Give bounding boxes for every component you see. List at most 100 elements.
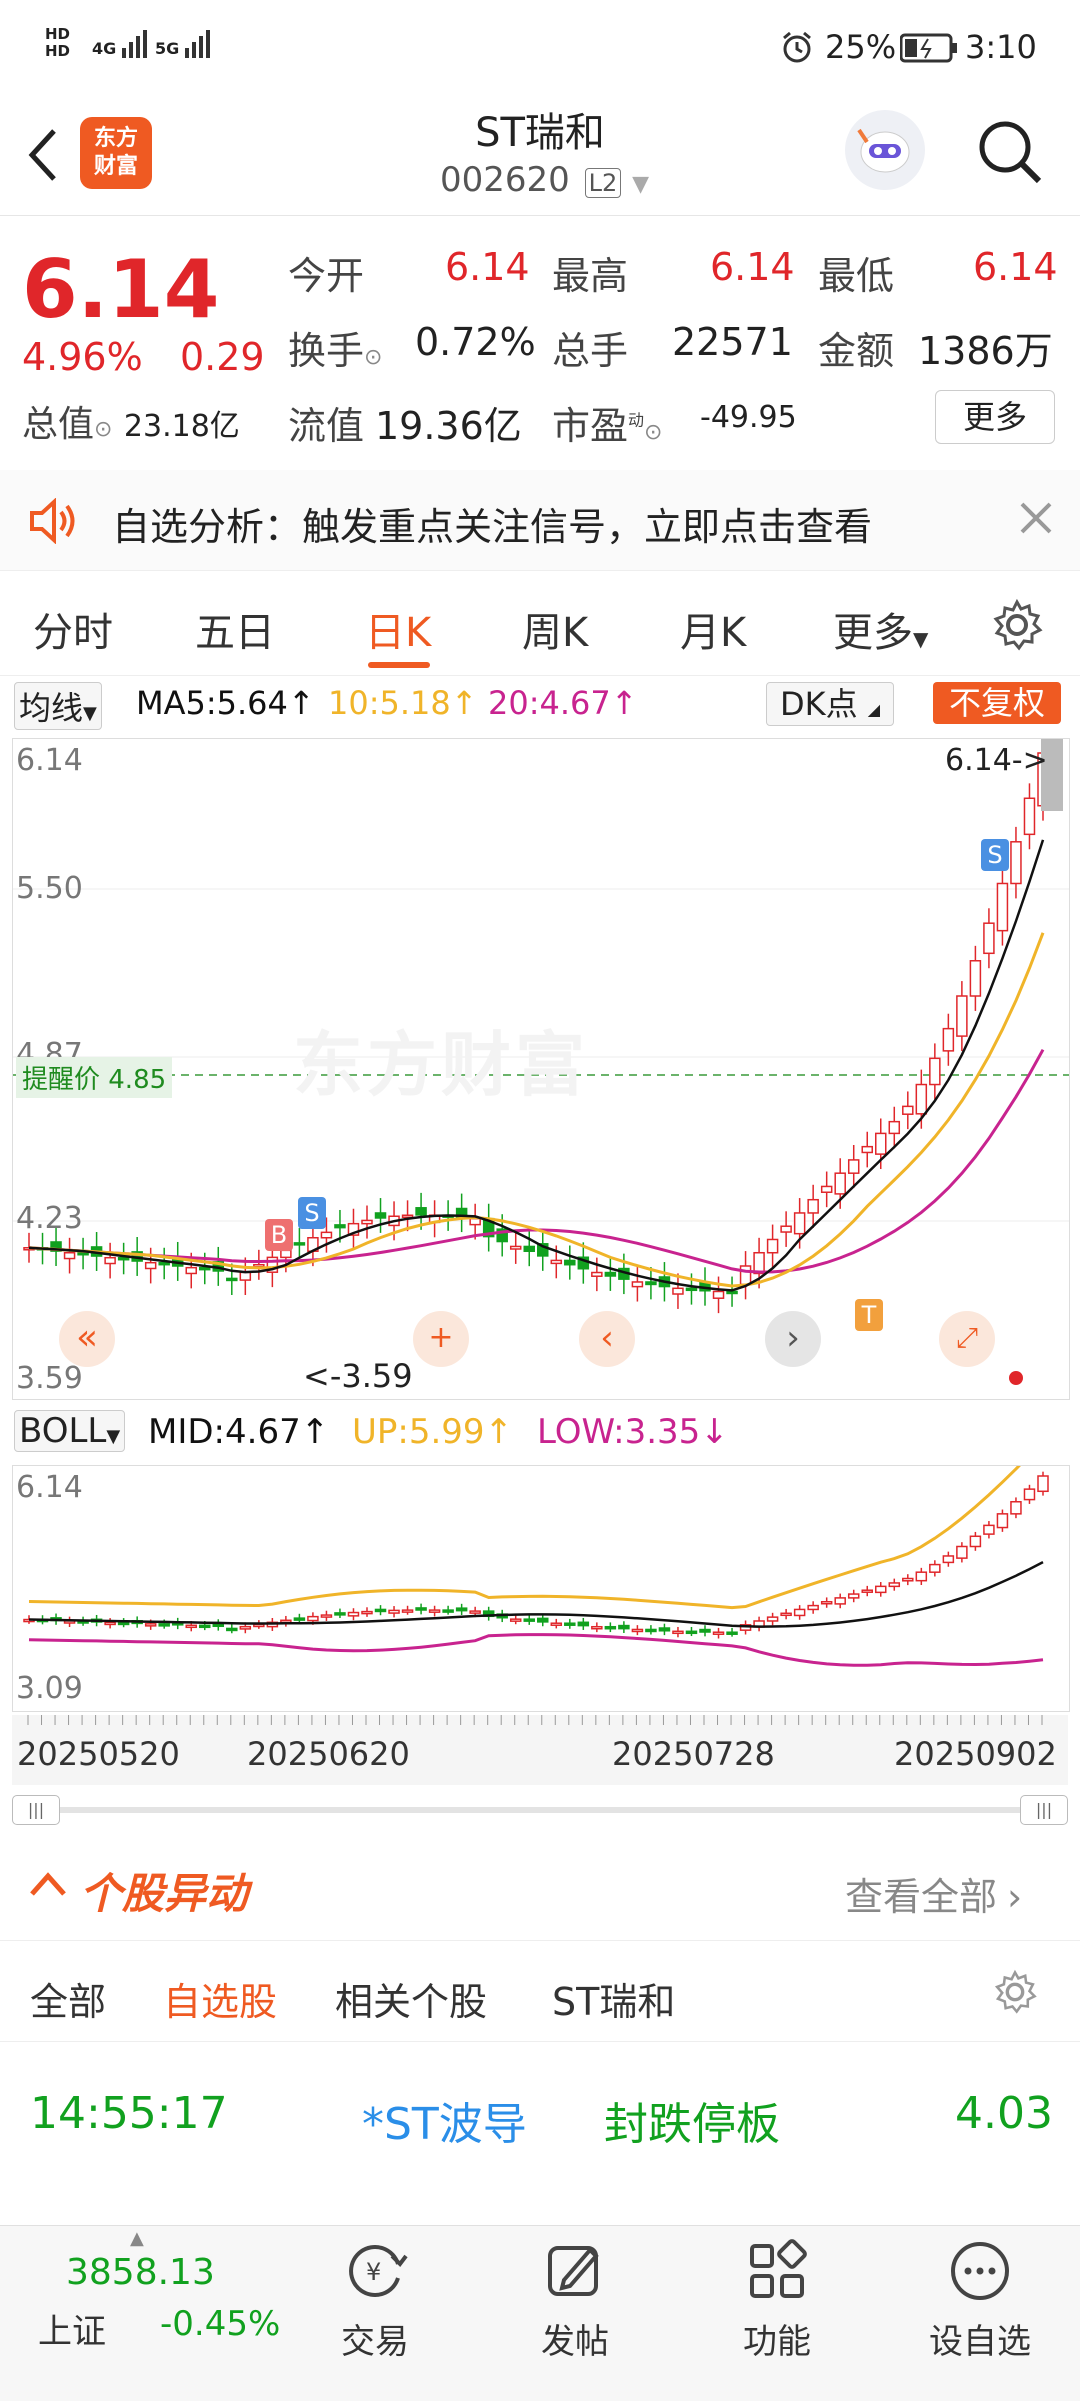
trade-button[interactable]: ¥ 交易 [300,2236,450,2363]
candle [1010,1501,1022,1515]
y-label-top: 6.14 [16,743,83,778]
fullscreen-icon[interactable]: ⤢ [939,1311,995,1367]
tab-intraday[interactable]: 分时 [33,610,113,656]
ma10-value: 10:5.18↑ [328,684,478,722]
alert-price-label[interactable]: 提醒价 4.85 [16,1057,173,1098]
range-scroller[interactable]: ||| ||| [12,1795,1068,1825]
stock-code-selector[interactable]: 002620 L2 ▼ [440,160,649,200]
candle [509,1618,522,1622]
candle [631,1628,644,1633]
notice-bar[interactable]: 自选分析：触发重点关注信号，立即点击查看 [0,470,1080,571]
t-marker[interactable]: T [855,1299,883,1331]
tab-monthly-k[interactable]: 月K [680,610,747,656]
y-label-550: 5.50 [16,871,83,906]
scroll-left-icon[interactable]: ‹ [579,1311,635,1367]
boll-mid-line [28,1560,1044,1628]
candle [726,1290,738,1295]
back-icon[interactable] [22,125,62,189]
candle [1010,841,1022,885]
high-value: 6.14 [710,245,795,289]
scroll-left-fast-icon[interactable]: « [59,1311,115,1367]
market-cap-value: 23.18亿 [123,409,240,444]
index-change: -0.45% [160,2304,281,2344]
info-icon: ⊙ [364,345,383,370]
candle [645,1281,657,1286]
chevron-up-icon[interactable] [28,1868,68,1902]
ma-indicator-row: 均线▼ MA5:5.64↑ 10:5.18↑ 20:4.67↑ DK点 ◢ 不复… [0,680,1080,730]
change-percent: 4.96% [22,335,143,379]
candle [307,1615,319,1622]
gear-icon[interactable] [990,598,1044,656]
high-label: 最高 [552,254,629,298]
tab-weekly-k[interactable]: 周K [522,610,589,656]
scroller-left-handle[interactable]: ||| [12,1795,60,1825]
candle [415,1607,427,1611]
tab-daily-k[interactable]: 日K [365,610,432,656]
chart-tabs: 分时 五日 日K 周K 月K 更多▼ [0,570,1080,676]
boll-plot [23,1466,1049,1667]
kline-chart[interactable]: 东方财富 6.14 5.50 4.87 4.23 3.59 6.14-> 提醒价… [12,738,1070,1400]
dk-point-button[interactable]: DK点 ◢ [766,682,894,726]
sell-marker[interactable]: S [298,1197,326,1229]
candle [266,1256,279,1273]
index-ticker[interactable]: ▲ 3858.13 上证 -0.45% [0,2226,280,2401]
tab-more[interactable]: 更多▼ [833,600,928,658]
boll-chart[interactable]: 6.14 3.09 [12,1465,1070,1712]
candle [496,1228,508,1243]
candle [807,1198,819,1214]
buy-marker[interactable]: B [265,1219,293,1251]
movement-tab-stock[interactable]: ST瑞和 [552,1980,676,2024]
caret-down-icon: ▼ [913,627,929,651]
ma-select[interactable]: 均线▼ [14,682,102,730]
view-all-link[interactable]: 查看全部 › [845,1866,1022,1921]
candle [861,1589,873,1593]
add-watchlist-button[interactable]: 设自选 [905,2236,1055,2363]
ma-select-label: 均线 [19,689,84,727]
movement-tab-all[interactable]: 全部 [30,1980,107,2024]
hd-indicator: HD HD [45,25,71,60]
adjust-mode-button[interactable]: 不复权 [933,682,1061,724]
movement-row[interactable]: 14:55:17 *ST波导 封跌停板 4.03 [0,2050,1080,2170]
candle [766,1616,779,1622]
candle [401,1609,414,1613]
assistant-robot-icon[interactable] [845,110,925,190]
last-price-tag: 6.14-> [945,743,1048,778]
add-watchlist-label: 设自选 [929,2322,1031,2362]
movement-tab-related[interactable]: 相关个股 [335,1980,488,2024]
ma5-line [28,839,1045,1292]
candle [672,1630,684,1635]
turnover-label: 换手⊙ [288,329,383,373]
trade-label: 交易 [341,2322,409,2362]
scroll-right-icon[interactable]: › [765,1311,821,1367]
more-dots-icon [945,2236,1015,2306]
more-button[interactable]: 更多 [935,390,1055,444]
candle [929,1057,941,1086]
y-label-423: 4.23 [16,1201,83,1236]
boll-select[interactable]: BOLL▼ [14,1410,126,1452]
close-icon[interactable] [1018,500,1054,540]
zoom-in-icon[interactable]: + [413,1311,469,1367]
scroller-right-handle[interactable]: ||| [1020,1795,1068,1825]
candle [293,1242,306,1246]
stock-code: 002620 [440,160,570,200]
market-cap[interactable]: 总值⊙ 23.18亿 [22,395,240,447]
candle [766,1238,779,1254]
functions-button[interactable]: 功能 [702,2236,852,2363]
movement-tab-watchlist[interactable]: 自选股 [163,1980,278,2024]
float-cap-value: 19.36亿 [375,404,522,448]
candle [442,1609,454,1613]
tab-five-day[interactable]: 五日 [195,610,275,656]
status-bar: HD HD 4G 5G 25% 3:10 [0,0,1080,90]
date-ticks [27,1715,1043,1725]
notice-text: 自选分析：触发重点关注信号，立即点击查看 [112,505,873,549]
candle [185,1266,197,1275]
kline-plot [13,739,1069,1314]
post-button[interactable]: 发帖 [500,2236,650,2363]
gear-icon[interactable] [992,1969,1038,2019]
candle [523,1245,535,1253]
sell-marker-2[interactable]: S [981,839,1009,871]
candle [1023,797,1036,836]
candle [793,1212,806,1235]
search-icon[interactable] [975,117,1045,191]
movement-stock-name[interactable]: *ST波导 [362,2099,527,2150]
